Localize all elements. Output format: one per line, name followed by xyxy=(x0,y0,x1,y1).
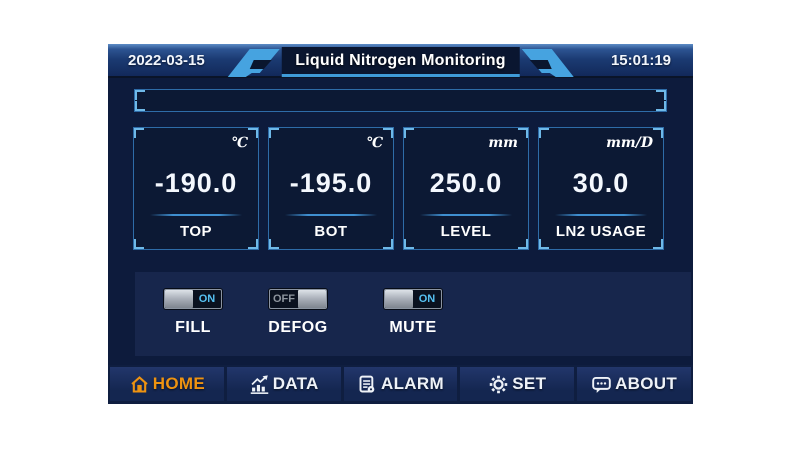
toggle-state-label: ON xyxy=(198,293,216,305)
page-title: Liquid Nitrogen Monitoring xyxy=(281,46,520,77)
nav-label: DATA xyxy=(272,374,319,393)
home-icon xyxy=(131,375,148,393)
bottom-nav: HOME DATA xyxy=(108,365,693,404)
metric-label: LN2 USAGE xyxy=(555,223,647,240)
fill-toggle[interactable]: ON xyxy=(164,289,222,309)
defog-switch-group: OFF DEFOG xyxy=(253,289,343,337)
nav-item-home[interactable]: HOME xyxy=(110,367,224,401)
card-divider xyxy=(420,214,512,216)
metric-card-level: mm 250.0 LEVEL xyxy=(403,127,529,250)
nav-label: ALARM xyxy=(381,374,444,393)
card-divider xyxy=(555,214,647,216)
switch-label: FILL xyxy=(175,319,211,336)
unit-label: mm xyxy=(488,135,518,151)
unit-label: ℃ xyxy=(366,135,383,151)
metric-value: -190.0 xyxy=(154,168,238,198)
metric-value: -195.0 xyxy=(289,168,373,198)
toggle-state-label: OFF xyxy=(273,293,295,305)
nav-item-set[interactable]: SET xyxy=(460,367,575,401)
unit-label: ℃ xyxy=(231,135,248,151)
metric-card-bot: ℃ -195.0 BOT xyxy=(268,127,394,250)
nav-label: SET xyxy=(512,374,547,393)
defog-toggle[interactable]: OFF xyxy=(269,289,327,309)
nav-label: HOME xyxy=(152,374,205,393)
nav-label: ABOUT xyxy=(615,374,678,393)
mute-switch-group: ON MUTE xyxy=(368,289,458,337)
card-divider xyxy=(150,214,242,216)
toggle-knob[interactable] xyxy=(165,290,193,308)
speech-bubble-icon xyxy=(592,376,611,393)
nav-item-data[interactable]: DATA xyxy=(226,367,341,401)
metric-label: TOP xyxy=(179,223,213,240)
metric-label: BOT xyxy=(314,223,348,240)
metric-card-top: ℃ -190.0 TOP xyxy=(133,127,259,250)
gear-icon xyxy=(490,375,508,393)
header-time: 15:01:19 xyxy=(610,52,671,69)
nav-item-about[interactable]: ABOUT xyxy=(577,367,691,401)
toggle-state-label: ON xyxy=(418,293,436,305)
header-date: 2022-03-15 xyxy=(128,52,205,69)
alarm-list-icon xyxy=(359,375,375,393)
switch-label: MUTE xyxy=(389,319,437,336)
switch-panel: ON FILL OFF DEFOG ON MUTE xyxy=(135,272,691,356)
title-decor-left-icon xyxy=(227,48,280,77)
fill-switch-group: ON FILL xyxy=(148,289,238,337)
data-chart-icon xyxy=(250,374,268,394)
switch-label: DEFOG xyxy=(268,319,328,336)
title-banner: Liquid Nitrogen Monitoring xyxy=(223,45,578,78)
metric-value: 250.0 xyxy=(429,168,503,198)
header-bar: 2022-03-15 Liquid Nitrogen Monitoring 15… xyxy=(108,44,693,78)
metric-label: LEVEL xyxy=(440,223,492,240)
toggle-knob[interactable] xyxy=(298,290,326,308)
metric-cards: ℃ -190.0 TOP ℃ -195.0 BOT mm 250.0 LEVEL… xyxy=(133,127,664,250)
title-decor-right-icon xyxy=(521,48,574,77)
card-divider xyxy=(285,214,377,216)
level-bar xyxy=(134,89,667,112)
toggle-knob[interactable] xyxy=(385,290,413,308)
unit-label: mm/D xyxy=(606,135,653,151)
metric-card-ln2-usage: mm/D 30.0 LN2 USAGE xyxy=(538,127,664,250)
monitor-panel: 2022-03-15 Liquid Nitrogen Monitoring 15… xyxy=(108,44,693,404)
mute-toggle[interactable]: ON xyxy=(384,289,442,309)
metric-value: 30.0 xyxy=(572,168,630,198)
nav-item-alarm[interactable]: ALARM xyxy=(343,367,458,401)
